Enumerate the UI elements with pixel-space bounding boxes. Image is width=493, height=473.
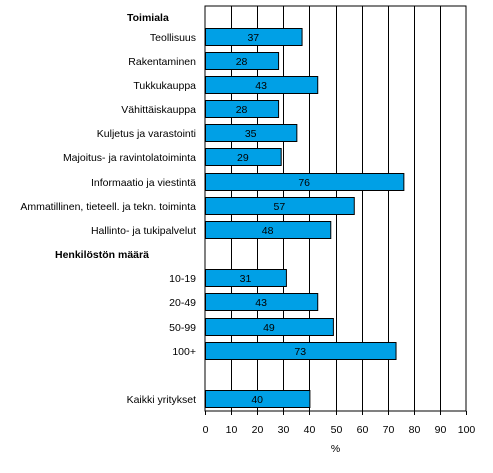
- category-label: Hallinto- ja tukipalvelut: [91, 225, 196, 237]
- bar: [205, 76, 319, 94]
- x-axis: 0 10 20 30 40 50 60 70 80 90 100: [203, 411, 476, 436]
- x-tick-label: 0: [203, 424, 209, 436]
- plot-frame: [204, 5, 467, 412]
- x-tick-label: 80: [409, 424, 421, 436]
- bar: [205, 28, 303, 46]
- bar-value-label: 31: [240, 273, 252, 285]
- bar-value-label: 28: [236, 56, 248, 68]
- category-label: Vähittäiskauppa: [121, 104, 196, 116]
- bar-value-label: 29: [237, 152, 249, 164]
- x-tick-label: 100: [458, 424, 476, 436]
- x-tick-label: 70: [383, 424, 395, 436]
- category-label: 10-19: [169, 273, 196, 285]
- bar: [205, 318, 334, 336]
- bar-value-label: 35: [245, 128, 257, 140]
- bar: [205, 124, 298, 142]
- category-label: 20-49: [169, 297, 196, 309]
- bar: [205, 269, 287, 287]
- bar: [205, 173, 405, 191]
- x-axis-label: %: [331, 443, 340, 455]
- bar-value-label: 37: [247, 32, 259, 44]
- bar-value-label: 40: [251, 394, 263, 406]
- bar: [205, 197, 355, 215]
- x-tick-label: 60: [357, 424, 369, 436]
- category-label: Informaatio ja viestintä: [91, 177, 196, 189]
- bar-value-label: 49: [263, 322, 275, 334]
- group-title: Henkilöstön määrä: [55, 249, 149, 261]
- bar: [205, 148, 282, 166]
- bar: [205, 52, 280, 70]
- category-label: Kaikki yritykset: [127, 394, 197, 406]
- x-tick-label: 10: [226, 424, 238, 436]
- category-label: Ammatillinen, tieteell. ja tekn. toimint…: [20, 201, 196, 213]
- category-label: Tukkukauppa: [133, 80, 196, 92]
- category-label: Kuljetus ja varastointi: [97, 128, 196, 140]
- category-label: Rakentaminen: [128, 56, 196, 68]
- category-label: Teollisuus: [150, 32, 196, 44]
- bar: [205, 390, 311, 408]
- x-tick-label: 30: [278, 424, 290, 436]
- x-tick-label: 50: [331, 424, 343, 436]
- category-label: 100+: [172, 346, 196, 358]
- bar: [205, 342, 397, 360]
- bar-value-label: 57: [274, 201, 286, 213]
- category-label: Majoitus- ja ravintolatoiminta: [63, 152, 196, 164]
- bar-value-label: 28: [236, 104, 248, 116]
- bar-value-label: 43: [255, 297, 267, 309]
- bar: [205, 293, 319, 311]
- group-title: Toimiala: [127, 12, 169, 24]
- x-tick-label: 20: [252, 424, 264, 436]
- bar-value-label: 43: [255, 80, 267, 92]
- bar: [205, 100, 280, 118]
- x-tick-label: 40: [304, 424, 316, 436]
- category-label: 50-99: [169, 322, 196, 334]
- bar-value-label: 73: [294, 346, 306, 358]
- bar-value-label: 48: [262, 225, 274, 237]
- bar: [205, 221, 332, 239]
- x-tick-label: 90: [435, 424, 447, 436]
- bar-value-label: 76: [298, 177, 310, 189]
- category-labels: Toimiala Teollisuus Rakentaminen Tukkukaupp…: [20, 12, 196, 406]
